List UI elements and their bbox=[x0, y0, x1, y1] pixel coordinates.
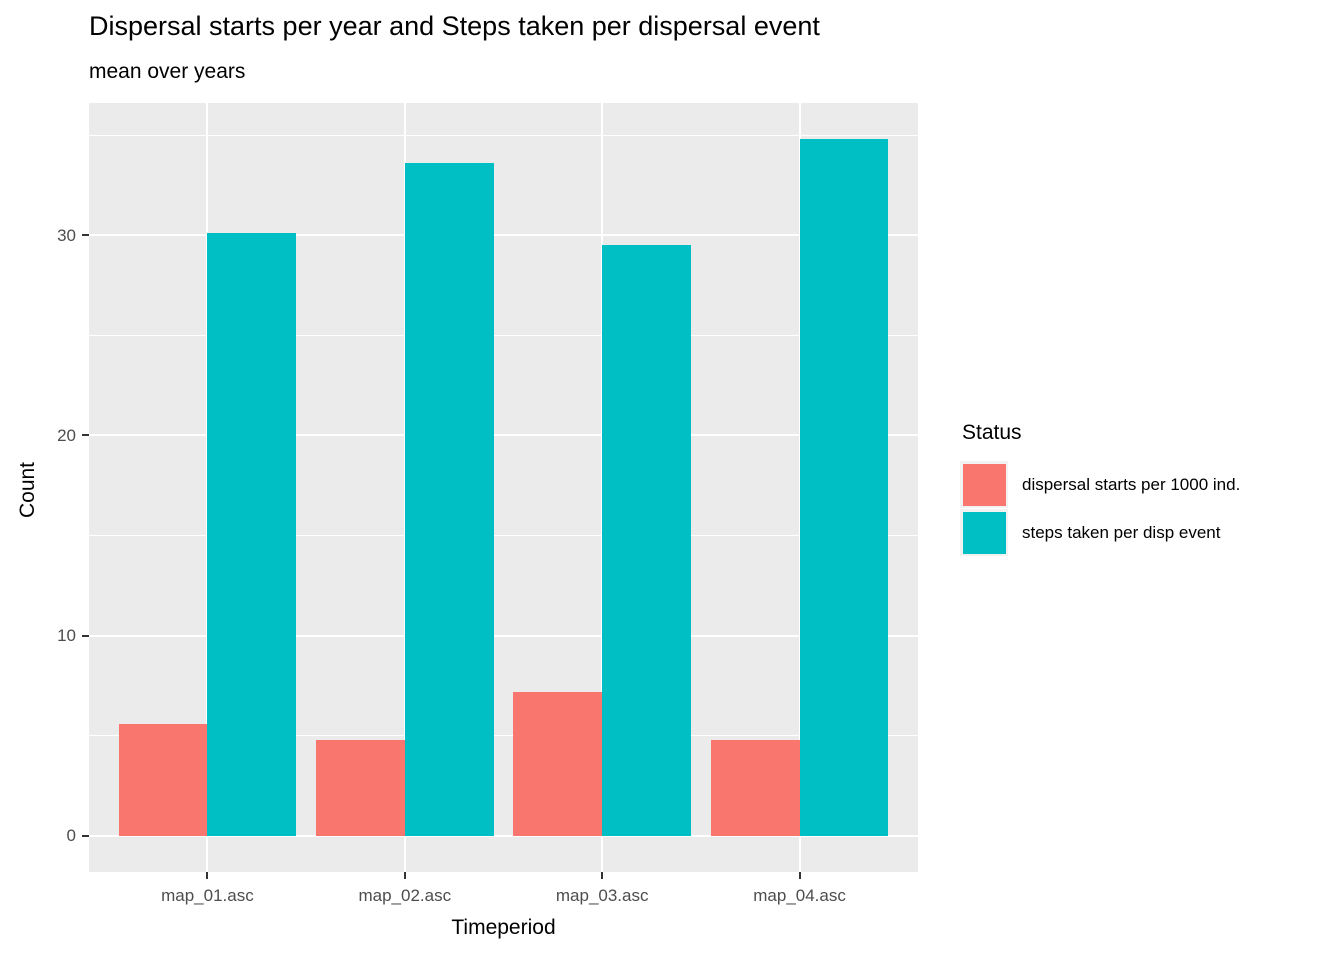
y-axis-title: Count bbox=[16, 461, 39, 519]
legend-key bbox=[960, 461, 1008, 508]
legend-swatch-dispersal-starts bbox=[962, 463, 1006, 506]
chart-title: Dispersal starts per year and Steps take… bbox=[89, 11, 820, 41]
legend-label: steps taken per disp event bbox=[1022, 522, 1221, 542]
y-tick-mark bbox=[82, 834, 89, 837]
x-tick-label: map_02.asc bbox=[358, 886, 452, 905]
y-tick-label: 30 bbox=[57, 225, 76, 245]
minor-gridline bbox=[89, 134, 918, 136]
bar-map_04-asc-series-0 bbox=[710, 739, 800, 836]
minor-gridline bbox=[89, 735, 918, 737]
y-tick-mark bbox=[82, 634, 89, 637]
legend-item-dispersal-starts: dispersal starts per 1000 ind. bbox=[960, 461, 1240, 508]
major-gridline bbox=[89, 234, 918, 237]
x-tick-mark bbox=[403, 872, 406, 879]
plot-panel bbox=[89, 103, 918, 872]
minor-gridline bbox=[89, 334, 918, 336]
y-tick-mark bbox=[82, 434, 89, 437]
bar-map_01-asc-series-0 bbox=[118, 723, 208, 836]
legend-key bbox=[960, 509, 1008, 556]
major-gridline bbox=[89, 434, 918, 437]
bar-map_01-asc-series-1 bbox=[207, 233, 297, 836]
x-axis-title: Timeperiod bbox=[451, 916, 556, 939]
x-tick-label: map_01.asc bbox=[161, 886, 254, 905]
x-tick-mark bbox=[601, 872, 604, 879]
x-tick-label: map_04.asc bbox=[753, 886, 846, 905]
bar-map_03-asc-series-1 bbox=[602, 245, 691, 836]
x-tick-mark bbox=[798, 872, 801, 879]
x-tick-mark bbox=[206, 872, 209, 879]
legend-item-steps-taken: steps taken per disp event bbox=[960, 509, 1240, 556]
y-tick-label: 0 bbox=[66, 826, 76, 846]
major-gridline bbox=[89, 634, 918, 637]
legend-title: Status bbox=[962, 421, 1022, 444]
minor-gridline bbox=[89, 535, 918, 537]
bar-map_03-asc-series-0 bbox=[513, 691, 603, 836]
y-tick-mark bbox=[82, 234, 89, 237]
legend: Status dispersal starts per 1000 ind. st… bbox=[960, 421, 1240, 557]
bar-map_02-asc-series-0 bbox=[315, 739, 405, 836]
legend-swatch-steps-taken bbox=[962, 511, 1006, 554]
chart-subtitle: mean over years bbox=[89, 60, 246, 83]
bar-map_02-asc-series-1 bbox=[404, 163, 494, 836]
major-gridline bbox=[89, 834, 918, 837]
y-tick-label: 20 bbox=[57, 425, 76, 445]
y-tick-label: 10 bbox=[57, 626, 76, 646]
x-tick-label: map_03.asc bbox=[555, 886, 649, 905]
bar-map_04-asc-series-1 bbox=[799, 139, 889, 836]
legend-label: dispersal starts per 1000 ind. bbox=[1022, 474, 1241, 494]
